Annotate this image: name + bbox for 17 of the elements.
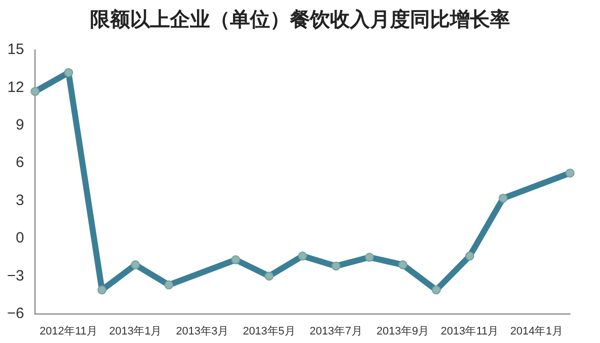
y-tick-label: 6 — [16, 154, 24, 172]
y-tick-label: 12 — [7, 78, 24, 96]
y-tick-label: 0 — [16, 230, 24, 247]
y-tick-label: 9 — [16, 116, 24, 134]
x-tick-label: 2013年9月 — [376, 325, 430, 338]
x-tick-label: 2013年1月 — [109, 325, 162, 338]
y-tick-label: −6 — [6, 304, 24, 322]
x-tick-label: 2013年7月 — [310, 325, 362, 338]
chart-title: 限额以上企业（单位）餐饮收入月度同比增长率 — [89, 6, 511, 33]
x-tick-label: 2013年5月 — [242, 325, 296, 338]
x-tick-label: 2012年11月 — [40, 325, 98, 338]
y-tick-label: 3 — [16, 192, 24, 209]
y-tick-label: −3 — [6, 267, 24, 284]
x-tick-label: 2013年11月 — [440, 325, 499, 338]
x-tick-label: 2014年1月 — [510, 325, 563, 338]
x-tick-label: 2013年3月 — [176, 325, 229, 338]
y-tick-label: 15 — [7, 41, 24, 58]
